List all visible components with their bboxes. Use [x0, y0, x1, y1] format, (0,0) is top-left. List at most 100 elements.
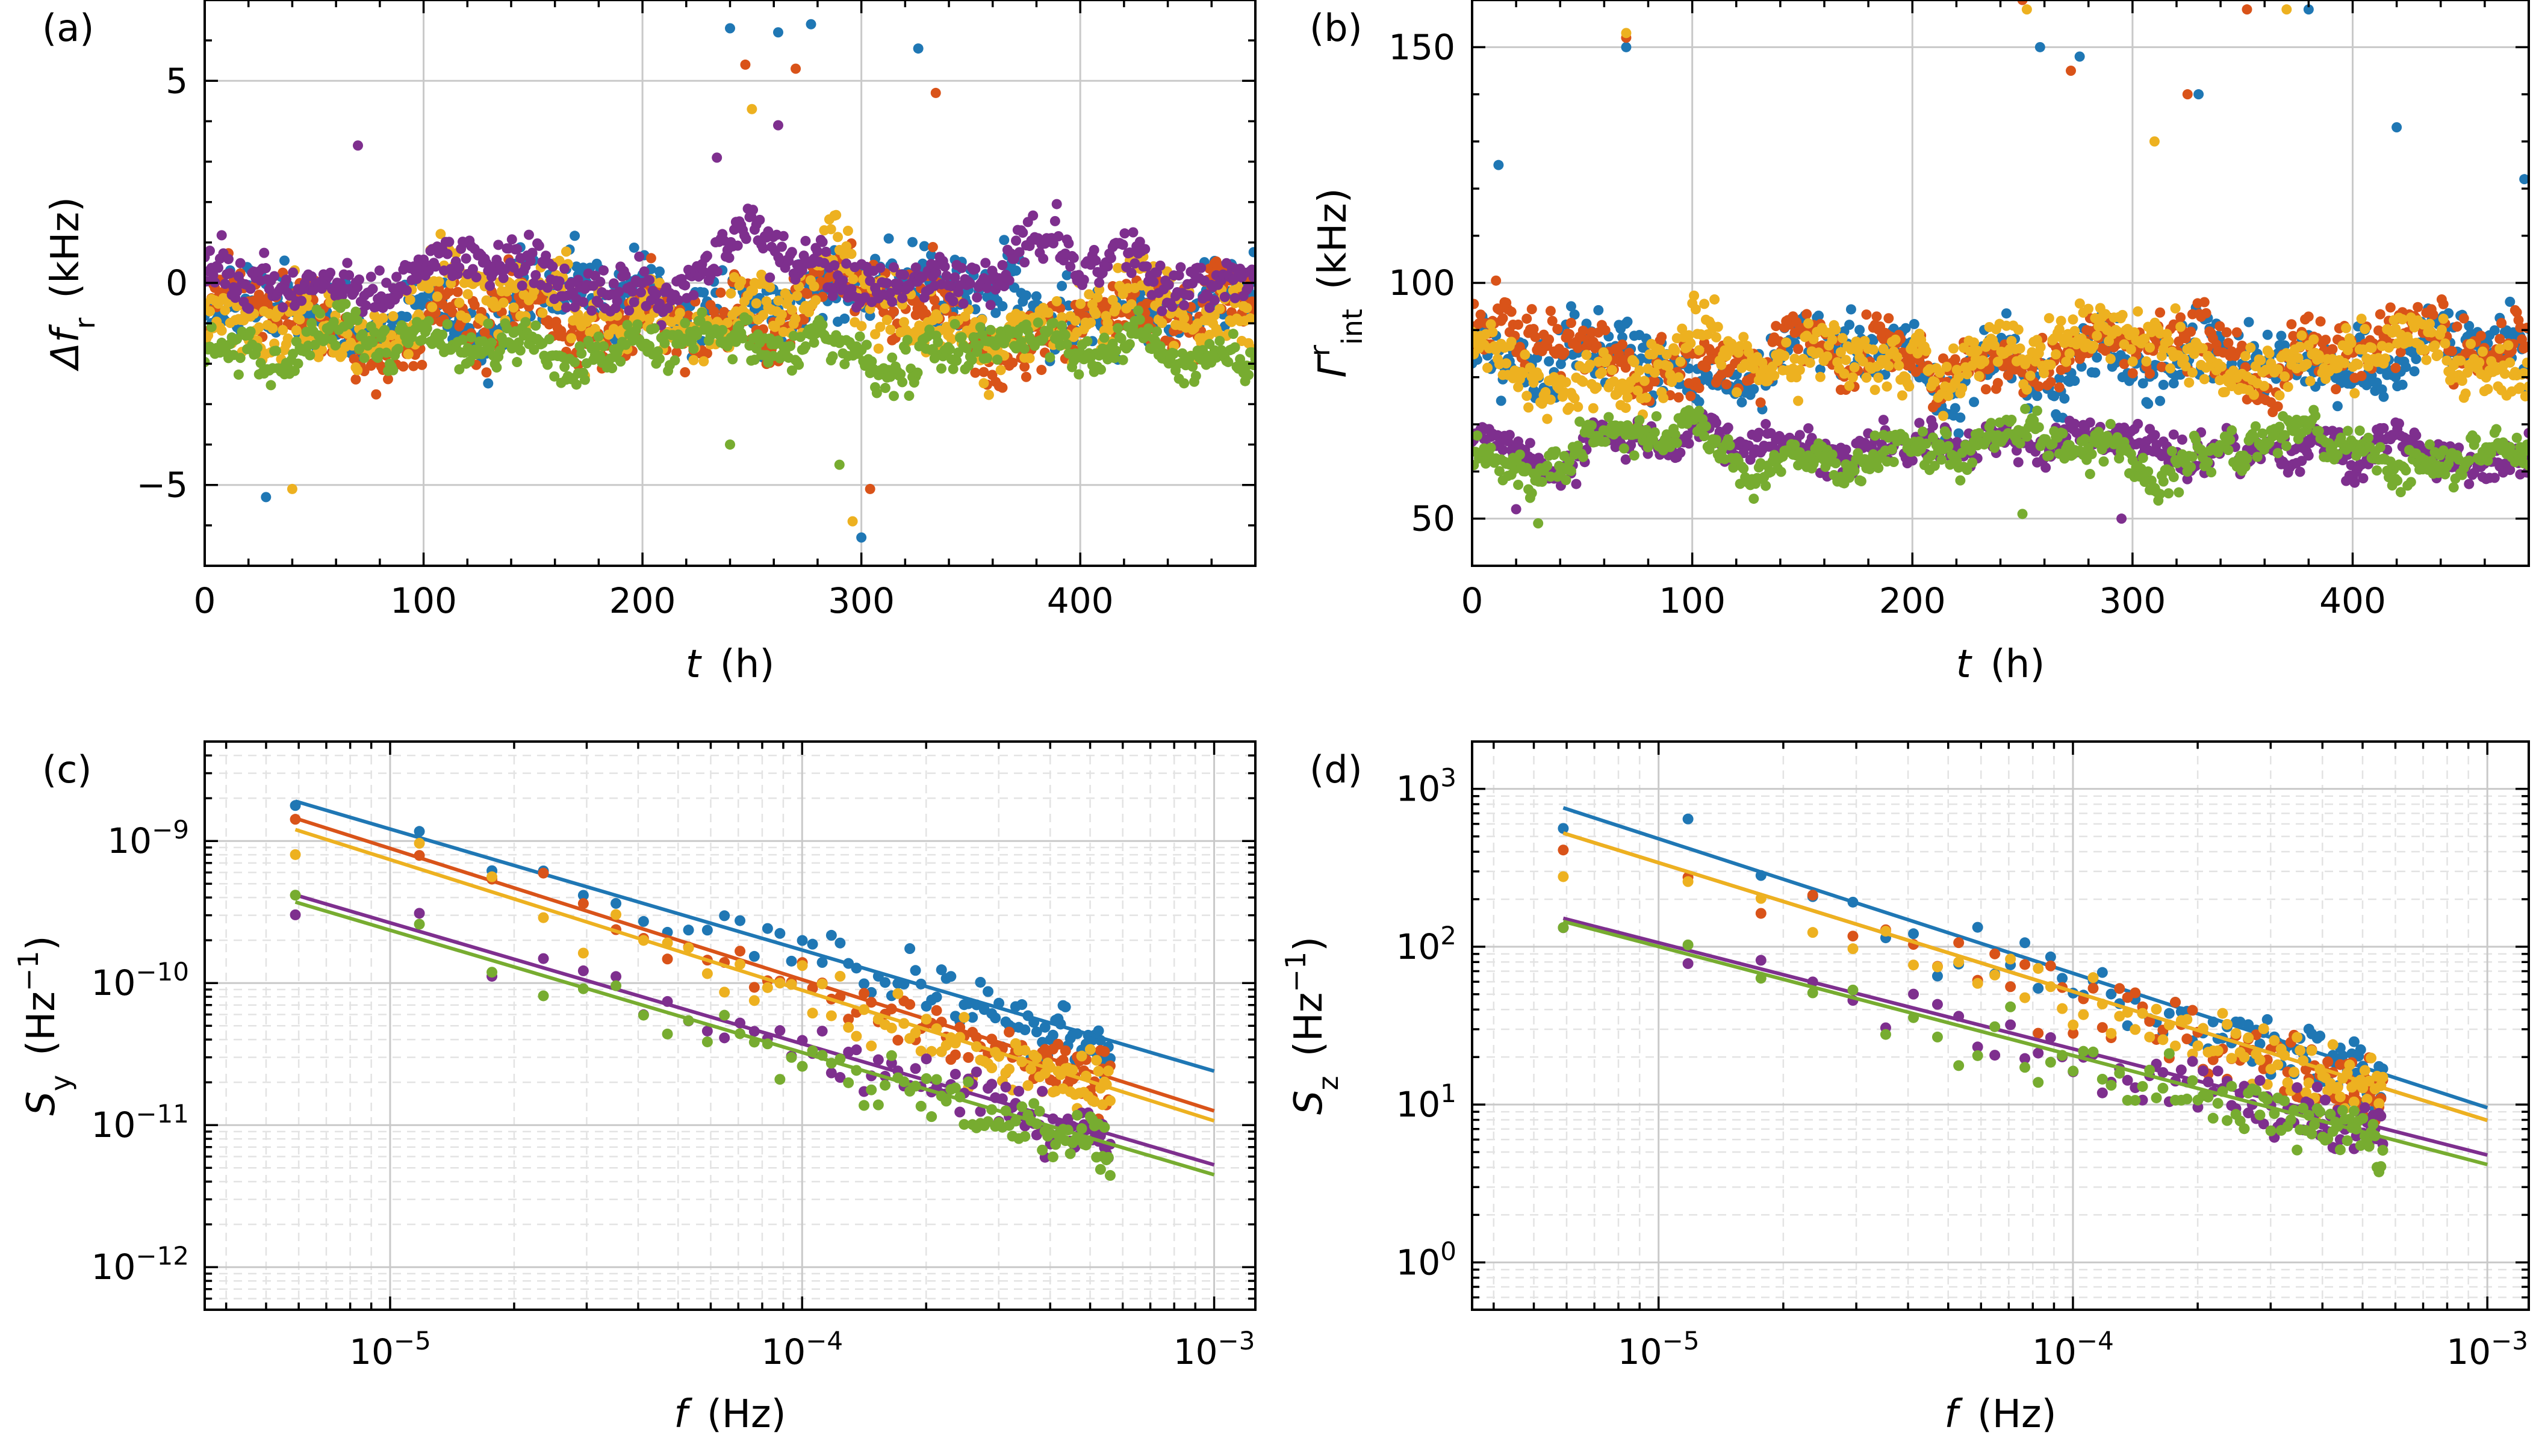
data-point — [1472, 299, 1479, 309]
data-point — [388, 365, 399, 376]
data-point — [354, 274, 365, 285]
data-point — [1992, 356, 2003, 367]
data-point — [2025, 370, 2036, 381]
data-point — [902, 335, 913, 345]
data-point — [1248, 247, 1255, 258]
data-point — [434, 276, 444, 287]
data-point — [1179, 313, 1190, 324]
data-point — [2237, 340, 2248, 351]
data-point — [688, 343, 699, 354]
data-point — [2356, 371, 2367, 382]
outlier-point — [725, 439, 735, 450]
data-point — [1804, 358, 1815, 368]
data-point — [1830, 324, 1841, 335]
data-point — [2061, 356, 2072, 367]
data-point — [1086, 317, 1096, 328]
data-point — [432, 291, 443, 302]
data-point — [1057, 280, 1067, 291]
y-tick-label: −5 — [137, 465, 188, 506]
data-point — [1602, 353, 1612, 364]
data-point — [1882, 381, 1892, 392]
data-point — [1943, 391, 1954, 401]
data-point — [2051, 349, 2062, 360]
data-point — [512, 357, 523, 368]
data-point — [1827, 335, 1838, 345]
data-point — [1979, 356, 1990, 367]
data-point — [1111, 302, 1122, 312]
outlier-point — [1621, 42, 1632, 52]
data-point — [1167, 302, 1178, 312]
data-point — [719, 306, 730, 317]
x-tick-label: 200 — [609, 580, 676, 621]
data-point — [897, 377, 908, 388]
data-point — [2088, 340, 2099, 351]
data-point — [949, 318, 960, 329]
data-point — [598, 341, 609, 352]
data-point — [1048, 318, 1059, 329]
data-point — [529, 344, 539, 355]
data-point — [2013, 324, 2024, 335]
data-point — [344, 270, 355, 280]
data-point — [776, 241, 787, 252]
data-point — [1175, 262, 1186, 273]
data-point — [252, 342, 263, 353]
data-point — [1146, 344, 1157, 355]
data-point — [701, 250, 712, 261]
data-point — [1844, 320, 1855, 330]
data-point — [337, 349, 347, 360]
data-point — [213, 262, 224, 273]
data-point — [466, 332, 477, 343]
data-point — [2199, 374, 2210, 385]
data-point — [644, 341, 655, 352]
data-point — [2280, 340, 2290, 351]
data-point — [434, 283, 444, 294]
data-point — [462, 289, 473, 300]
data-point — [1090, 255, 1101, 266]
data-point — [786, 247, 797, 258]
data-point — [895, 369, 906, 380]
data-point — [1822, 351, 1833, 362]
data-point — [2255, 355, 2266, 365]
data-point — [885, 324, 896, 335]
data-point — [1051, 199, 1062, 209]
data-point — [437, 329, 448, 340]
data-point — [615, 356, 626, 367]
data-point — [798, 314, 809, 325]
data-point — [1854, 324, 1865, 335]
data-point — [924, 324, 935, 335]
data-point — [382, 374, 393, 385]
data-point — [1857, 356, 1868, 367]
data-point — [1213, 262, 1223, 273]
data-point — [593, 297, 604, 308]
data-point — [1157, 318, 1167, 329]
data-point — [1521, 391, 1532, 401]
data-point — [2145, 342, 2155, 353]
data-point — [2274, 390, 2285, 401]
data-point — [995, 365, 1006, 376]
data-point — [2155, 395, 2166, 406]
x-tick-label: 100 — [390, 580, 457, 621]
data-point — [1974, 371, 1984, 382]
data-point — [1213, 328, 1223, 339]
outlier-point — [913, 43, 924, 54]
data-point — [493, 240, 504, 250]
data-point — [632, 319, 643, 330]
data-point — [398, 361, 409, 372]
data-point — [1169, 348, 1179, 359]
data-point — [481, 258, 492, 268]
data-point — [627, 286, 638, 297]
data-point — [1573, 401, 1583, 412]
data-point — [2216, 361, 2227, 372]
data-point — [951, 355, 962, 366]
data-point — [2315, 316, 2326, 327]
data-point — [579, 374, 590, 385]
data-point — [1565, 318, 1576, 329]
data-point — [1950, 403, 1960, 414]
data-point — [1596, 367, 1607, 378]
outlier-point — [2193, 89, 2204, 100]
data-point — [571, 379, 582, 390]
data-point — [1111, 345, 1122, 356]
data-point — [2476, 330, 2487, 341]
data-point — [1731, 387, 1742, 398]
data-point — [841, 241, 852, 252]
